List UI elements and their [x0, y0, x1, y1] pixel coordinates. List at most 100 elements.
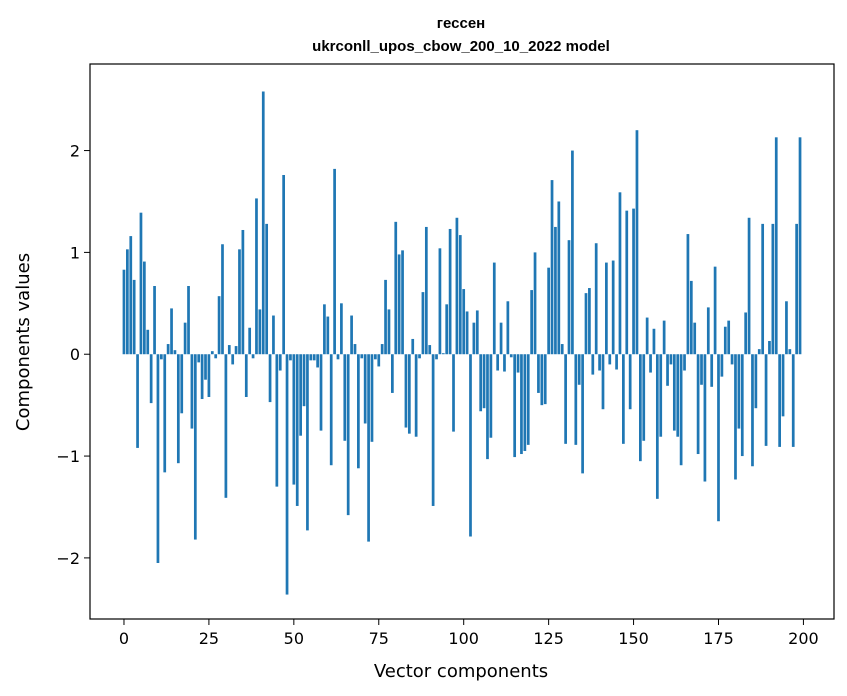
bar	[588, 288, 591, 355]
bar	[788, 349, 792, 355]
bar	[645, 317, 649, 355]
bar	[489, 354, 493, 438]
bar	[506, 301, 510, 355]
bar	[791, 354, 795, 447]
bar	[143, 261, 146, 355]
bar	[737, 354, 741, 429]
bar	[642, 354, 646, 441]
bar	[244, 354, 248, 397]
bar	[295, 354, 299, 506]
bar	[730, 354, 734, 365]
bar	[771, 223, 775, 355]
bar	[496, 354, 500, 371]
bar	[193, 354, 197, 540]
bar	[336, 354, 340, 360]
bar	[173, 350, 177, 355]
y-tick-label: 2	[70, 142, 80, 161]
x-tick-label: 125	[533, 629, 564, 648]
x-tick-label: 75	[369, 629, 389, 648]
bar	[428, 345, 432, 355]
bar	[285, 354, 289, 595]
bar	[210, 351, 214, 355]
bar	[700, 354, 703, 385]
x-tick-label: 175	[703, 629, 734, 648]
x-tick-label: 25	[199, 629, 219, 648]
bar	[190, 354, 194, 429]
plot-frame	[89, 63, 835, 620]
bar	[309, 354, 313, 361]
bar	[136, 354, 139, 448]
x-tick-label: 50	[284, 629, 304, 648]
bar	[550, 180, 554, 355]
bar	[465, 311, 469, 355]
bar	[625, 210, 629, 355]
bar	[414, 354, 418, 437]
bar	[486, 354, 489, 460]
y-axis-label: Components values	[13, 253, 34, 431]
bar	[231, 354, 235, 365]
bar	[312, 354, 316, 361]
bar	[455, 217, 459, 355]
bar	[662, 320, 666, 355]
bar	[149, 354, 153, 404]
bar	[516, 354, 520, 373]
bar	[258, 309, 262, 355]
bar	[560, 344, 564, 355]
bar	[768, 340, 771, 355]
bar	[720, 354, 724, 377]
bar	[533, 252, 537, 355]
bar	[397, 254, 401, 355]
bar	[727, 320, 731, 355]
bar	[224, 354, 228, 498]
bar	[672, 354, 676, 431]
y-axis-ticks: −2 −1 0 1 2	[56, 142, 90, 568]
bar	[703, 354, 707, 482]
bar	[316, 354, 319, 368]
bar	[367, 354, 370, 542]
bar	[452, 354, 455, 432]
bar	[734, 354, 737, 480]
bar	[380, 344, 384, 355]
bar	[577, 354, 581, 385]
bar	[581, 354, 584, 474]
bar	[710, 354, 714, 387]
bar	[153, 286, 156, 355]
bar	[139, 212, 143, 355]
bar	[217, 296, 221, 355]
bar	[159, 354, 163, 360]
bar	[785, 301, 788, 355]
bar	[513, 354, 517, 458]
x-axis-label: Vector components	[374, 661, 548, 682]
bar	[180, 354, 184, 414]
bar	[571, 150, 574, 355]
bar	[659, 354, 663, 437]
bar	[387, 309, 391, 355]
bar	[146, 329, 150, 355]
bar	[200, 354, 204, 400]
bar	[462, 289, 466, 355]
bar	[713, 266, 717, 355]
bar	[370, 354, 374, 442]
bar	[129, 236, 133, 355]
bar	[655, 354, 659, 499]
bar	[774, 137, 778, 355]
bar	[306, 354, 309, 531]
bar	[686, 234, 690, 355]
bar	[278, 354, 282, 371]
bar	[757, 349, 761, 355]
chart-subtitle: ukrconll_upos_cbow_200_10_2022 model	[312, 38, 610, 55]
bar	[183, 322, 187, 355]
chart-title: гессен	[437, 15, 485, 32]
bar	[326, 316, 330, 355]
bar	[227, 345, 231, 355]
bar	[747, 217, 751, 355]
bar	[574, 354, 578, 445]
bar	[479, 354, 483, 412]
bar	[438, 248, 442, 355]
bar	[404, 354, 408, 428]
bar	[360, 354, 364, 359]
bar	[292, 354, 296, 485]
bar	[176, 354, 180, 464]
bar	[346, 354, 350, 516]
bar	[374, 354, 377, 360]
